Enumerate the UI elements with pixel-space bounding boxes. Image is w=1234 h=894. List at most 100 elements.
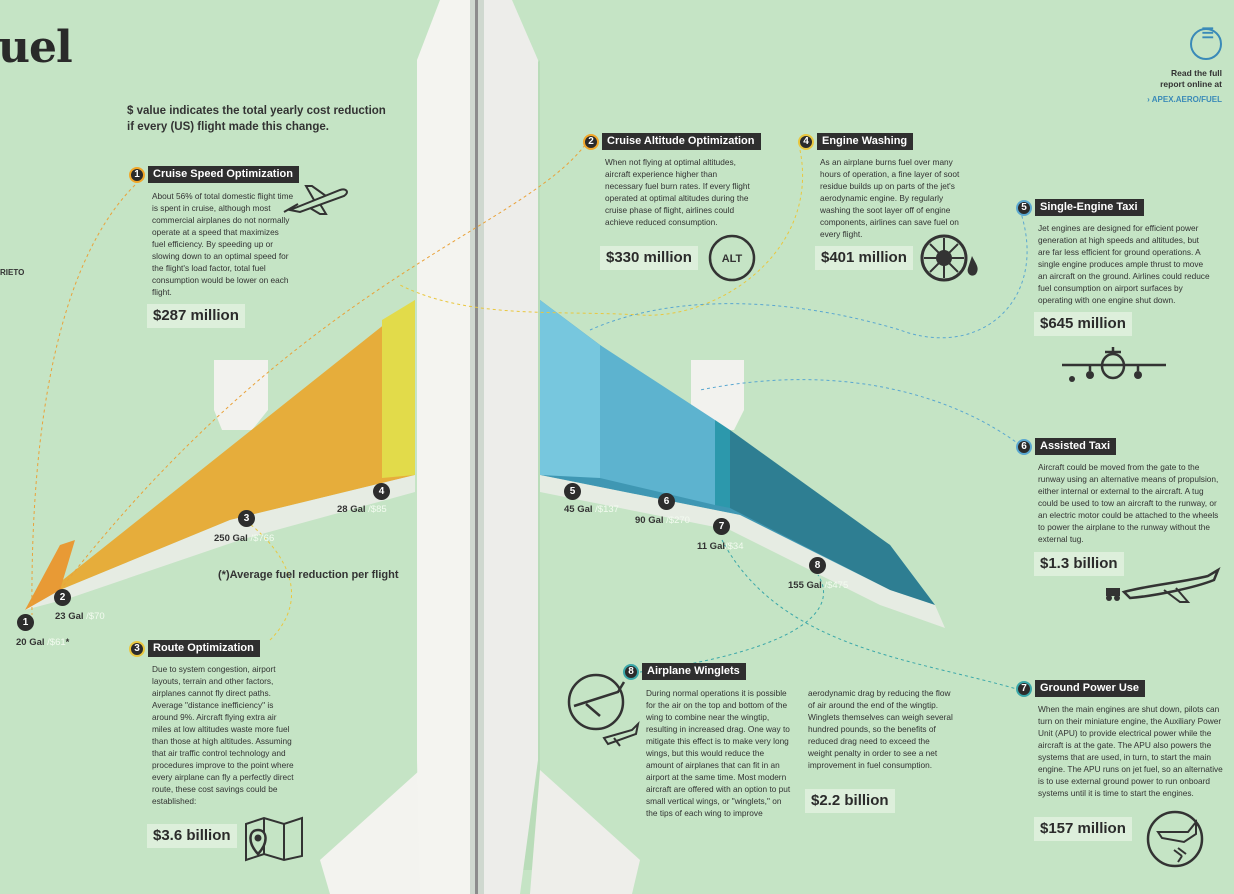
wing-label-8: 155 Gal /$475 — [788, 580, 848, 591]
wing-label-cost: /$137 — [595, 504, 619, 515]
connector-4 — [399, 149, 803, 316]
altimeter-label: ALT — [722, 253, 743, 265]
section-route-savings: $3.6 billion — [147, 824, 237, 848]
left-wing-tip-section — [382, 300, 415, 478]
section-title: Ground Power Use — [1035, 680, 1146, 697]
section-single-engine-taxi-savings: $645 million — [1034, 312, 1132, 336]
page-title-fragment: uel — [0, 22, 73, 73]
airplane-takeoff-icon — [283, 185, 348, 215]
engine-fan-icon — [920, 234, 978, 282]
average-note: (*)Average fuel reduction per flight — [218, 569, 399, 581]
report-url: APEX.AERO/FUEL — [1151, 95, 1222, 104]
right-wing-outer — [730, 430, 935, 605]
wing-label-gal: 23 Gal — [55, 611, 87, 622]
section-ground-power-text: When the main engines are shut down, pil… — [1038, 704, 1223, 798]
tail-plug-icon — [1146, 810, 1204, 868]
section-number: 3 — [129, 640, 145, 657]
section-route-text: Due to system congestion, airport layout… — [152, 664, 294, 806]
wing-label-gal: 250 Gal — [214, 533, 251, 544]
wing-label-6: 90 Gal /$270 — [635, 515, 690, 526]
section-ground-power-savings: $157 million — [1034, 817, 1132, 841]
wing-marker-1: 1 — [17, 614, 34, 631]
report-label-2: report online at — [1160, 79, 1222, 89]
right-wing-mid — [600, 345, 715, 505]
right-wing-root — [540, 300, 600, 478]
wing-marker-6: 6 — [658, 493, 675, 510]
connector-3 — [244, 519, 293, 641]
wing-label-cost: /$70 — [86, 611, 105, 622]
section-winglets-text-2: aerodynamic drag by reducing the flow of… — [808, 688, 953, 770]
wing-label-7: 11 Gal/$34 — [697, 541, 744, 552]
section-title: Engine Washing — [817, 133, 914, 150]
section-ground-power-header: 7 Ground Power Use — [1016, 680, 1146, 697]
wing-label-gal: 28 Gal — [337, 504, 369, 515]
left-wing-flap — [25, 475, 415, 610]
connector-6 — [699, 379, 1021, 446]
fuselage-right — [484, 0, 538, 894]
section-cruise-speed-savings: $287 million — [147, 304, 245, 328]
wing-label-4: 28 Gal /$85 — [337, 504, 387, 515]
wing-label-gal: 90 Gal — [635, 515, 667, 526]
airplane-front-icon — [1062, 347, 1166, 382]
section-title: Airplane Winglets — [642, 663, 746, 680]
report-label: Read the full — [1170, 68, 1222, 78]
section-winglets-savings: $2.2 billion — [805, 789, 895, 813]
altimeter-icon: ALT — [708, 234, 756, 282]
section-engine-washing-savings: $401 million — [815, 246, 913, 270]
wing-label-3: 250 Gal /$766 — [214, 533, 274, 544]
wing-label-gal: 11 Gal — [697, 541, 725, 552]
wing-label-2: 23 Gal /$70 — [55, 611, 105, 622]
wing-marker-7: 7 — [713, 518, 730, 535]
section-assisted-taxi-text: Aircraft could be moved from the gate to… — [1038, 462, 1219, 544]
wing-label-cost: /$270 — [666, 515, 690, 526]
section-number: 2 — [583, 133, 599, 150]
section-cruise-altitude-text: When not flying at optimal altitudes, ai… — [605, 157, 750, 227]
connector-2 — [59, 144, 586, 591]
left-tail-wing — [320, 770, 430, 894]
list-icon-ring — [1190, 28, 1222, 60]
wing-label-star: * — [65, 637, 70, 648]
left-wing-inner — [25, 540, 75, 610]
section-assisted-taxi-header: 6 Assisted Taxi — [1016, 438, 1117, 455]
side-text-fragment: RIETO — [0, 268, 25, 277]
gutter-line — [475, 0, 478, 894]
section-title: Route Optimization — [148, 640, 260, 657]
wing-marker-3: 3 — [238, 510, 255, 527]
map-pin-icon — [245, 816, 303, 862]
section-number: 5 — [1016, 199, 1032, 216]
section-number: 7 — [1016, 680, 1032, 697]
section-engine-washing-header: 4 Engine Washing — [798, 133, 914, 150]
right-engine — [691, 360, 744, 430]
right-tail-wing — [530, 770, 640, 894]
connector-8 — [639, 574, 825, 673]
wing-label-cost: /$766 — [250, 533, 275, 544]
right-wing-band — [715, 420, 730, 508]
wing-label-cost: /$475 — [824, 580, 849, 591]
section-winglets-header: 8 Airplane Winglets — [623, 663, 746, 680]
wing-label-gal: 20 Gal — [16, 637, 48, 648]
fuselage-left — [417, 0, 470, 894]
wing-marker-4: 4 — [373, 483, 390, 500]
wing-label-cost: /$85 — [368, 504, 387, 515]
section-cruise-altitude-savings: $330 million — [600, 246, 698, 270]
wing-label-gal: 45 Gal — [564, 504, 596, 515]
wing-label-1: 20 Gal /$61* — [16, 637, 69, 648]
wing-label-gal: 155 Gal — [788, 580, 825, 591]
connector-1 — [31, 184, 136, 616]
wing-label-cost: /$34 — [725, 541, 744, 552]
section-number: 4 — [798, 133, 814, 150]
section-title: Assisted Taxi — [1035, 438, 1117, 455]
section-engine-washing-text: As an airplane burns fuel over many hour… — [820, 157, 960, 239]
wing-marker-8: 8 — [809, 557, 826, 574]
wing-marker-5: 5 — [564, 483, 581, 500]
section-winglets-text: During normal operations it is possible … — [646, 688, 791, 818]
report-link[interactable]: › APEX.AERO/FUEL — [1147, 95, 1222, 104]
section-title: Cruise Altitude Optimization — [602, 133, 761, 150]
section-title: Single-Engine Taxi — [1035, 199, 1144, 216]
section-single-engine-taxi-header: 5 Single-Engine Taxi — [1016, 199, 1144, 216]
connector-7 — [721, 539, 1021, 691]
section-assisted-taxi-savings: $1.3 billion — [1034, 552, 1124, 576]
menu-list-icon[interactable]: ☰ — [1201, 25, 1214, 41]
